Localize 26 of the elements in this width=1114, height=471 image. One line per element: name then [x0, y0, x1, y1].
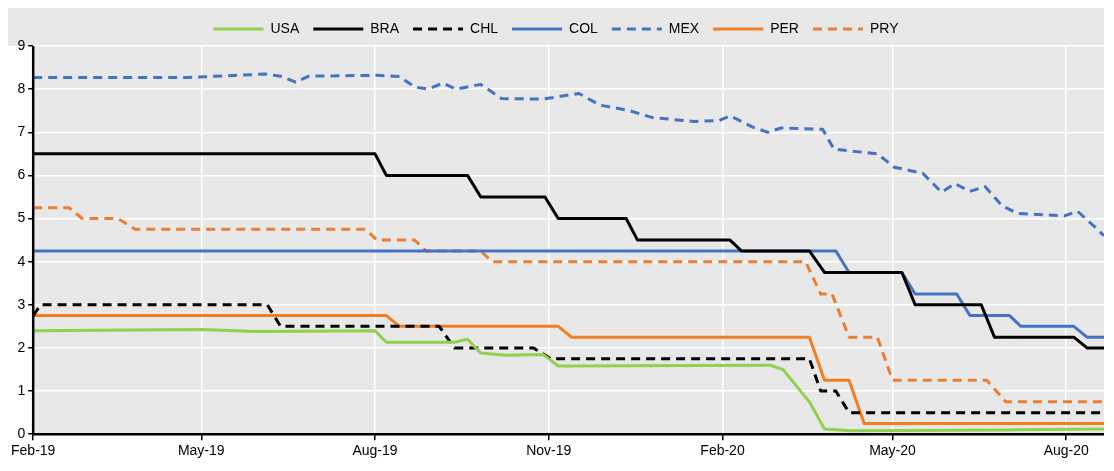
legend-label: COL: [569, 19, 599, 36]
x-tick-label: Feb-20: [700, 442, 745, 459]
y-tick-label: 9: [17, 36, 26, 53]
y-tick-label: 1: [17, 381, 26, 398]
legend-label: PRY: [869, 19, 900, 36]
x-tick-label: Aug-20: [1043, 442, 1090, 459]
y-tick-label: 0: [17, 425, 26, 442]
legend-label: USA: [270, 19, 300, 36]
legend-label: CHL: [470, 19, 499, 36]
x-tick-label: May-19: [177, 442, 225, 459]
y-tick-label: 6: [17, 166, 26, 183]
y-tick-label: 4: [17, 252, 26, 269]
y-tick-label: 3: [17, 295, 26, 312]
y-tick-label: 2: [17, 338, 26, 355]
x-tick-label: Feb-19: [11, 442, 56, 459]
y-tick-label: 5: [17, 209, 26, 226]
y-tick-label: 7: [17, 123, 26, 140]
line-series: [33, 206, 1104, 404]
y-tick-label: 8: [17, 79, 26, 96]
line-series: [33, 72, 1104, 238]
legend-label: PER: [770, 19, 799, 36]
legend-label: MEX: [668, 19, 700, 36]
x-tick-label: Aug-19: [352, 442, 398, 459]
x-tick-label: Nov-19: [526, 442, 572, 459]
x-tick-label: May-20: [869, 442, 917, 459]
legend-label: BRA: [370, 19, 400, 36]
